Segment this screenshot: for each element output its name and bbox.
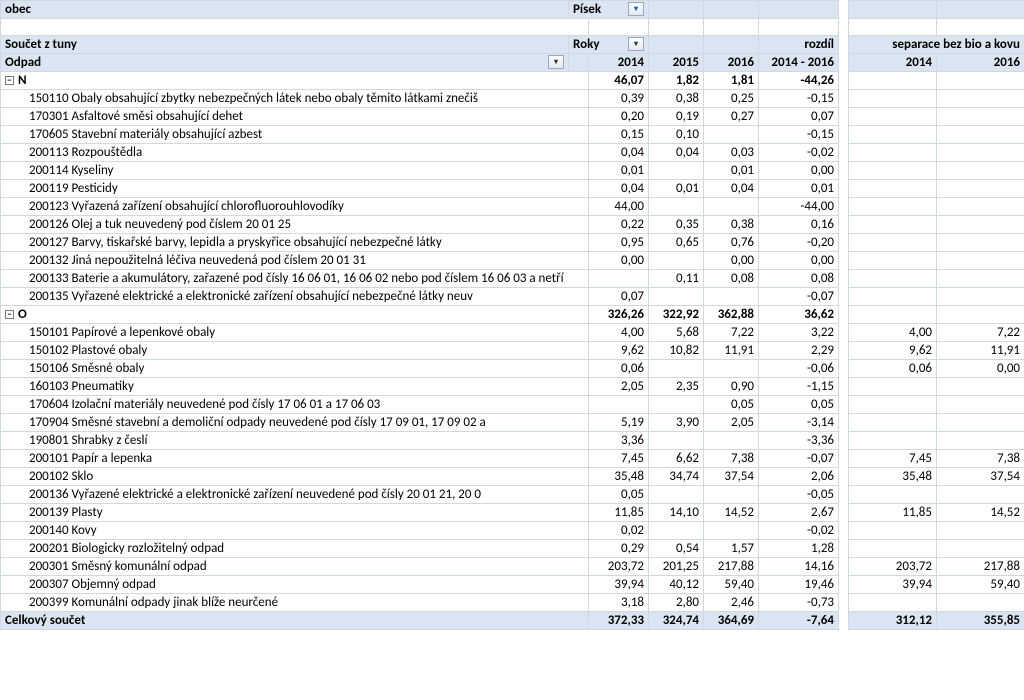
col-sep16: 2016 <box>937 54 1024 72</box>
group-row[interactable]: −O326,26322,92362,8836,62 <box>1 306 1024 324</box>
item-label: 200114 Kyseliny <box>1 162 589 180</box>
item-label: 200201 Biologicky rozložitelný odpad <box>1 540 589 558</box>
item-label: 200133 Baterie a akumulátory, zařazené p… <box>1 270 589 288</box>
table-row: 200114 Kyseliny0,010,010,00 <box>1 162 1024 180</box>
item-label: 200135 Vyřazené elektrické a elektronick… <box>1 288 589 306</box>
col-diff: 2014 - 2016 <box>759 54 839 72</box>
col-sep14: 2014 <box>849 54 937 72</box>
table-row: 200135 Vyřazené elektrické a elektronick… <box>1 288 1024 306</box>
grand-total-sep14: 312,12 <box>849 612 937 630</box>
pivot-table: obec Písek ▾ Součet z tuny Roky ▾ rozdíl… <box>0 0 1024 630</box>
item-label: 200399 Komunální odpady jinak blíže neur… <box>1 594 589 612</box>
item-label: 150102 Plastové obaly <box>1 342 589 360</box>
diff-header: rozdíl <box>759 36 839 54</box>
table-row: 200113 Rozpouštědla0,040,040,03-0,02 <box>1 144 1024 162</box>
item-label: 200301 Směsný komunální odpad <box>1 558 589 576</box>
filter-field-label: obec <box>1 1 569 19</box>
item-label: 200126 Olej a tuk neuvedený pod číslem 2… <box>1 216 589 234</box>
grand-total-2015: 324,74 <box>649 612 704 630</box>
item-label: 190801 Shrabky z česlí <box>1 432 589 450</box>
item-label: 170605 Stavební materiály obsahující azb… <box>1 126 589 144</box>
item-label: 200127 Barvy, tiskařské barvy, lepidla a… <box>1 234 589 252</box>
table-row: 200140 Kovy0,02-0,02 <box>1 522 1024 540</box>
item-label: 200101 Papír a lepenka <box>1 450 589 468</box>
table-row: 200132 Jiná nepoužitelná léčiva neuveden… <box>1 252 1024 270</box>
table-row: 200119 Pesticidy0,040,010,040,01 <box>1 180 1024 198</box>
collapse-icon[interactable]: − <box>5 310 14 319</box>
item-label: 200113 Rozpouštědla <box>1 144 589 162</box>
group-row[interactable]: −N46,071,821,81-44,26 <box>1 72 1024 90</box>
item-label: 200102 Sklo <box>1 468 589 486</box>
item-label: 200119 Pesticidy <box>1 180 589 198</box>
table-row: 200102 Sklo35,4834,7437,542,0635,4837,54 <box>1 468 1024 486</box>
columns-field-label: Roky <box>573 37 599 52</box>
grand-total-2014: 372,33 <box>589 612 649 630</box>
grand-total-label: Celkový součet <box>1 612 589 630</box>
table-row: 170301 Asfaltové směsi obsahující dehet0… <box>1 108 1024 126</box>
table-row: 200136 Vyřazené elektrické a elektronick… <box>1 486 1024 504</box>
odpad-dropdown-icon[interactable]: ▾ <box>548 55 564 69</box>
item-label: 150106 Směsné obaly <box>1 360 589 378</box>
item-label: 170301 Asfaltové směsi obsahující dehet <box>1 108 589 126</box>
item-label: 200140 Kovy <box>1 522 589 540</box>
table-row: 200307 Objemný odpad39,9440,1259,4019,46… <box>1 576 1024 594</box>
grand-total-sep16: 355,85 <box>937 612 1024 630</box>
item-label: 200123 Vyřazená zařízení obsahující chlo… <box>1 198 589 216</box>
item-label: 150101 Papírové a lepenkové obaly <box>1 324 589 342</box>
col-2015: 2015 <box>649 54 704 72</box>
item-label: 150110 Obaly obsahující zbytky nebezpečn… <box>1 90 589 108</box>
table-row: 170604 Izolační materiály neuvedené pod … <box>1 396 1024 414</box>
table-row: 200301 Směsný komunální odpad203,72201,2… <box>1 558 1024 576</box>
sep-header: separace bez bio a kovu <box>849 36 1024 54</box>
table-row: 200133 Baterie a akumulátory, zařazené p… <box>1 270 1024 288</box>
item-label: 200132 Jiná nepoužitelná léčiva neuveden… <box>1 252 589 270</box>
measure-label: Součet z tuny <box>1 36 569 54</box>
table-row: 150102 Plastové obaly9,6210,8211,912,299… <box>1 342 1024 360</box>
table-row: 200126 Olej a tuk neuvedený pod číslem 2… <box>1 216 1024 234</box>
table-row: 200201 Biologicky rozložitelný odpad0,29… <box>1 540 1024 558</box>
table-row: 200127 Barvy, tiskařské barvy, lepidla a… <box>1 234 1024 252</box>
table-row: 170904 Směsné stavební a demoliční odpad… <box>1 414 1024 432</box>
table-row: 200123 Vyřazená zařízení obsahující chlo… <box>1 198 1024 216</box>
table-row: 150106 Směsné obaly0,06-0,060,060,00 <box>1 360 1024 378</box>
item-label: 170904 Směsné stavební a demoliční odpad… <box>1 414 589 432</box>
item-label: 200136 Vyřazené elektrické a elektronick… <box>1 486 589 504</box>
item-label: 200307 Objemný odpad <box>1 576 589 594</box>
item-label: 170604 Izolační materiály neuvedené pod … <box>1 396 589 414</box>
years-dropdown-icon[interactable]: ▾ <box>628 37 644 51</box>
col-2014: 2014 <box>589 54 649 72</box>
col-2016: 2016 <box>704 54 759 72</box>
filter-value: Písek <box>573 2 601 17</box>
item-label: 160103 Pneumatiky <box>1 378 589 396</box>
table-row: 170605 Stavební materiály obsahující azb… <box>1 126 1024 144</box>
collapse-icon[interactable]: − <box>5 76 14 85</box>
rows-field-label: Odpad <box>5 55 41 70</box>
grand-total-2016: 364,69 <box>704 612 759 630</box>
filter-dropdown-icon[interactable]: ▾ <box>628 2 644 16</box>
table-row: 200139 Plasty11,8514,1014,522,6711,8514,… <box>1 504 1024 522</box>
table-row: 200399 Komunální odpady jinak blíže neur… <box>1 594 1024 612</box>
table-row: 150101 Papírové a lepenkové obaly4,005,6… <box>1 324 1024 342</box>
grand-total-diff: -7,64 <box>759 612 839 630</box>
table-row: 160103 Pneumatiky2,052,350,90-1,15 <box>1 378 1024 396</box>
table-row: 200101 Papír a lepenka7,456,627,38-0,077… <box>1 450 1024 468</box>
item-label: 200139 Plasty <box>1 504 589 522</box>
table-row: 150110 Obaly obsahující zbytky nebezpečn… <box>1 90 1024 108</box>
table-row: 190801 Shrabky z česlí3,36-3,36 <box>1 432 1024 450</box>
